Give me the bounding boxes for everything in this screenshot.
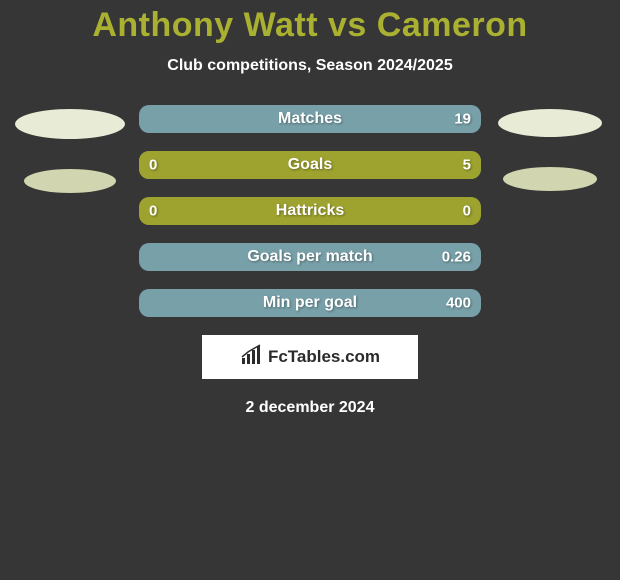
stat-bar-4: 400 Min per goal	[139, 289, 481, 317]
stat-bar-label: Goals	[288, 156, 332, 174]
stat-bar-label: Hattricks	[276, 202, 344, 220]
left-ellipse-0	[15, 109, 125, 139]
logo-main: Tables	[288, 347, 341, 366]
stat-bar-right-value: 19	[454, 111, 471, 128]
stat-bar-right-value: 0.26	[442, 249, 471, 266]
stat-bar-0: 19 Matches	[139, 105, 481, 133]
stat-bar-1: 0 5 Goals	[139, 151, 481, 179]
logo-prefix: Fc	[268, 347, 288, 366]
stat-bar-label: Matches	[278, 110, 342, 128]
page-subtitle: Club competitions, Season 2024/2025	[167, 57, 452, 75]
stat-bar-left-value: 0	[149, 157, 157, 174]
stat-bar-right-value: 0	[463, 203, 471, 220]
left-ellipse-1	[24, 169, 116, 193]
left-side-col	[10, 105, 130, 193]
logo-text: FcTables.com	[268, 347, 380, 367]
page-root: Anthony Watt vs Cameron Club competition…	[0, 0, 620, 417]
logo-chart-icon	[240, 344, 264, 371]
stat-bar-2: 0 0 Hattricks	[139, 197, 481, 225]
logo-box: FcTables.com	[202, 335, 418, 379]
right-ellipse-1	[503, 167, 597, 191]
stat-bar-right-value: 400	[446, 295, 471, 312]
footer-date: 2 december 2024	[246, 399, 375, 417]
bars-column: 19 Matches 0 5 Goals 0 0 Hattricks 0.26 Goals per…	[139, 105, 481, 317]
right-side-col	[490, 105, 610, 191]
stat-bar-3: 0.26 Goals per match	[139, 243, 481, 271]
chart-area: 19 Matches 0 5 Goals 0 0 Hattricks 0.26 Goals per…	[0, 105, 620, 317]
stat-bar-right-fill	[201, 151, 481, 179]
page-title: Anthony Watt vs Cameron	[92, 6, 527, 45]
logo-suffix: .com	[340, 347, 380, 366]
stat-bar-left-value: 0	[149, 203, 157, 220]
right-ellipse-0	[498, 109, 602, 137]
stat-bar-label: Goals per match	[247, 248, 372, 266]
stat-bar-label: Min per goal	[263, 294, 357, 312]
stat-bar-right-value: 5	[463, 157, 471, 174]
